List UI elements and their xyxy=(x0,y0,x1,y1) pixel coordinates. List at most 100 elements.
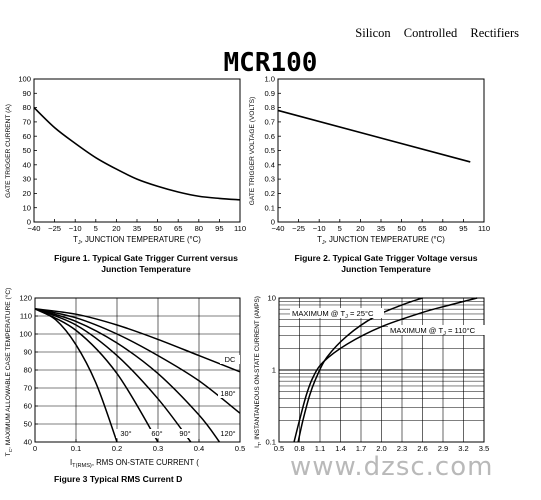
fig3-series-label: 30° xyxy=(120,429,131,438)
fig2-x-tick-label: 80 xyxy=(439,224,447,233)
fig3-x-axis-label: IT(RMS), RMS ON-STATE CURRENT ( xyxy=(70,458,199,469)
fig3-x-tick-label: 0.2 xyxy=(112,444,123,453)
fig4-y-tick-label: 1 xyxy=(272,366,276,375)
fig3-x-tick-label: 0.1 xyxy=(71,444,82,453)
fig4-x-tick-label: 2.0 xyxy=(376,444,387,453)
fig2-y-tick-label: 0.3 xyxy=(264,175,275,184)
fig4-x-tick-label: 1.4 xyxy=(335,444,346,453)
fig2-y-tick-label: 0.7 xyxy=(264,118,275,127)
fig4-x-tick-label: 3.5 xyxy=(479,444,490,453)
fig2-series-line xyxy=(277,109,471,163)
fig1-y-tick-label: 90 xyxy=(23,89,31,98)
fig2-y-tick-label: 0.4 xyxy=(264,160,275,169)
fig3-series-label: 180° xyxy=(220,389,235,398)
fig4-x-tick-label: 2.6 xyxy=(417,444,428,453)
fig3-y-tick-label: 50 xyxy=(24,420,32,429)
fig2-y-tick-label: 0.6 xyxy=(264,132,275,141)
fig4-series-label: MAXIMUM @ TJ = 110°C xyxy=(390,326,476,337)
figure-3-caption-line1: Figure 3 Typical RMS Current D xyxy=(54,474,183,484)
fig1-x-tick-label: −40 xyxy=(28,224,41,233)
fig4-x-tick-label: 1.7 xyxy=(356,444,367,453)
fig1-plot-frame xyxy=(33,78,241,223)
fig2-x-tick-label: 5 xyxy=(338,224,342,233)
fig1-y-tick-label: 100 xyxy=(18,75,31,84)
figure-3-caption: Figure 3 Typical RMS Current D xyxy=(54,474,254,485)
fig4-x-tick-label: 0.5 xyxy=(274,444,285,453)
fig2-x-tick-label: 35 xyxy=(377,224,385,233)
fig4-y-tick-label: 10 xyxy=(268,294,276,303)
fig3-x-tick-label: 0.5 xyxy=(235,444,246,453)
fig3-y-tick-label: 80 xyxy=(24,366,32,375)
fig2-y-tick-label: 0.8 xyxy=(264,103,275,112)
figure-2-caption-line1: Figure 2. Typical Gate Trigger Voltage v… xyxy=(294,253,478,263)
figure-1-caption-line2: Junction Temperature xyxy=(101,264,191,274)
figure-2-caption: Figure 2. Typical Gate Trigger Voltage v… xyxy=(270,253,502,275)
fig4-series-label-bg xyxy=(290,308,384,318)
fig4-y-tick-label: 0.1 xyxy=(265,438,276,447)
fig4-series-line xyxy=(293,297,478,443)
fig1-y-axis-label: GATE TRIGGER CURRENT (A) xyxy=(5,104,12,198)
fig3-series-line xyxy=(34,308,241,373)
fig2-x-tick-label: 20 xyxy=(356,224,364,233)
fig3-y-tick-label: 40 xyxy=(24,438,32,447)
fig1-x-tick-label: 95 xyxy=(215,224,223,233)
fig1-y-tick-label: 0 xyxy=(27,218,31,227)
fig4-x-tick-label: 0.8 xyxy=(294,444,305,453)
fig4-x-tick-label: 2.9 xyxy=(438,444,449,453)
fig2-y-tick-label: 1.0 xyxy=(264,75,275,84)
fig2-y-tick-label: 0.9 xyxy=(264,89,275,98)
fig3-series-label: 120° xyxy=(220,429,235,438)
document-title: Silicon Controlled Rectifiers xyxy=(355,26,519,40)
fig1-x-tick-label: 35 xyxy=(133,224,141,233)
fig3-series-label-bg xyxy=(220,355,240,364)
fig2-x-tick-label: −40 xyxy=(272,224,285,233)
fig2-x-tick-label: 110 xyxy=(478,224,490,233)
fig2-x-tick-label: −10 xyxy=(313,224,326,233)
fig3-series-label-bg xyxy=(175,429,195,438)
fig1-x-tick-label: 65 xyxy=(174,224,182,233)
fig2-y-axis-label: GATE TRIGGER VOLTAGE (VOLTS) xyxy=(249,97,256,206)
fig2-y-tick-label: 0.5 xyxy=(264,146,275,155)
fig1-x-axis-label: TJ, JUNCTION TEMPERATURE (°C) xyxy=(73,235,201,246)
fig3-y-axis-label: TC, MAXIMUM ALLOWABLE CASE TEMPERATURE (… xyxy=(4,288,14,457)
fig1-x-tick-label: −25 xyxy=(48,224,61,233)
fig3-series-line xyxy=(34,308,221,443)
fig3-series-label-bg xyxy=(116,429,136,438)
fig2-y-tick-label: 0.2 xyxy=(264,189,275,198)
fig1-y-tick-label: 40 xyxy=(23,160,31,169)
fig2-plot-frame xyxy=(277,78,485,223)
fig2-x-tick-label: 65 xyxy=(418,224,426,233)
fig3-x-tick-label: 0 xyxy=(33,444,37,453)
fig1-y-tick-label: 10 xyxy=(23,203,31,212)
fig3-y-tick-label: 60 xyxy=(24,402,32,411)
fig1-x-tick-label: 80 xyxy=(195,224,203,233)
fig3-series-label-bg xyxy=(147,429,167,438)
fig4-x-tick-label: 1.1 xyxy=(315,444,326,453)
fig3-series-label: 90° xyxy=(179,429,190,438)
fig1-x-tick-label: 20 xyxy=(112,224,120,233)
fig4-y-axis-label: IT, INSTANTANEOUS ON-STATE CURRENT (AMPS… xyxy=(254,296,262,448)
fig3-series-label-bg xyxy=(218,429,238,438)
fig1-y-tick-label: 50 xyxy=(23,146,31,155)
fig1-y-tick-label: 70 xyxy=(23,118,31,127)
fig2-x-tick-label: 50 xyxy=(397,224,405,233)
fig3-x-tick-label: 0.4 xyxy=(194,444,205,453)
fig3-series-line xyxy=(34,308,241,414)
fig4-x-tick-label: 3.2 xyxy=(458,444,469,453)
figure-1-caption-line1: Figure 1. Typical Gate Trigger Current v… xyxy=(54,253,238,263)
fig4-series-label: MAXIMUM @ TJ = 25°C xyxy=(292,309,374,320)
fig3-y-tick-label: 100 xyxy=(19,330,32,339)
fig4-series-label-bg xyxy=(388,325,486,335)
fig1-x-tick-label: 5 xyxy=(94,224,98,233)
fig4-series-line xyxy=(297,297,423,443)
fig1-y-tick-label: 80 xyxy=(23,103,31,112)
fig3-y-tick-label: 120 xyxy=(19,294,32,303)
fig3-x-tick-label: 0.3 xyxy=(153,444,164,453)
fig3-series-label: 60° xyxy=(151,429,162,438)
fig2-x-tick-label: 95 xyxy=(459,224,467,233)
fig1-y-tick-label: 30 xyxy=(23,175,31,184)
fig1-y-tick-label: 60 xyxy=(23,132,31,141)
fig2-y-tick-label: 0.1 xyxy=(264,203,275,212)
fig1-x-tick-label: 110 xyxy=(234,224,246,233)
